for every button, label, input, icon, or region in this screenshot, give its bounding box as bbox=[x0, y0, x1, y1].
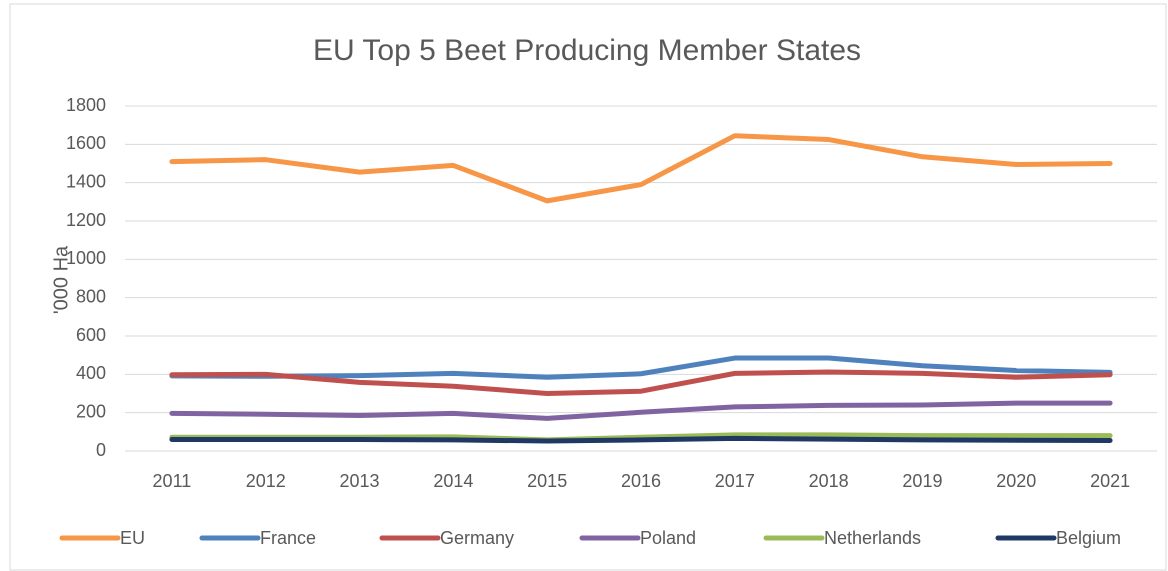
y-tick-label: 1800 bbox=[66, 95, 106, 115]
y-tick-label: 1400 bbox=[66, 171, 106, 191]
x-tick-label: 2012 bbox=[246, 471, 286, 491]
legend-label: Poland bbox=[640, 528, 696, 548]
x-tick-label: 2021 bbox=[1090, 471, 1130, 491]
chart-title: EU Top 5 Beet Producing Member States bbox=[313, 34, 861, 67]
x-tick-label: 2016 bbox=[621, 471, 661, 491]
x-tick-label: 2017 bbox=[715, 471, 755, 491]
data-line bbox=[169, 400, 1113, 421]
y-tick-label: 1600 bbox=[66, 133, 106, 153]
x-tick-label: 2011 bbox=[153, 471, 192, 491]
data-line bbox=[169, 369, 1113, 396]
x-tick-label: 2013 bbox=[340, 471, 380, 491]
legend-label: EU bbox=[120, 528, 145, 548]
y-tick-label: 1000 bbox=[66, 248, 106, 268]
x-tick-label: 2015 bbox=[527, 471, 567, 491]
x-tick-label: 2020 bbox=[996, 471, 1036, 491]
data-line bbox=[169, 133, 1113, 204]
y-tick-label: 800 bbox=[76, 286, 106, 306]
legend-label: Germany bbox=[440, 528, 514, 548]
legend-label: Belgium bbox=[1056, 528, 1121, 548]
y-tick-label: 600 bbox=[76, 325, 106, 345]
y-axis-label: '000 Ha bbox=[50, 245, 72, 314]
x-tick-label: 2019 bbox=[902, 471, 942, 491]
legend-label: France bbox=[260, 528, 316, 548]
data-line bbox=[169, 355, 1113, 380]
legend-label: Netherlands bbox=[824, 528, 921, 548]
y-tick-label: 1200 bbox=[66, 210, 106, 230]
y-tick-label: 200 bbox=[76, 401, 106, 421]
x-tick-label: 2014 bbox=[433, 471, 473, 491]
data-line bbox=[169, 435, 1113, 444]
y-tick-label: 400 bbox=[76, 363, 106, 383]
x-tick-label: 2018 bbox=[809, 471, 849, 491]
y-tick-label: 0 bbox=[96, 440, 106, 460]
chart-frame bbox=[9, 3, 1167, 571]
